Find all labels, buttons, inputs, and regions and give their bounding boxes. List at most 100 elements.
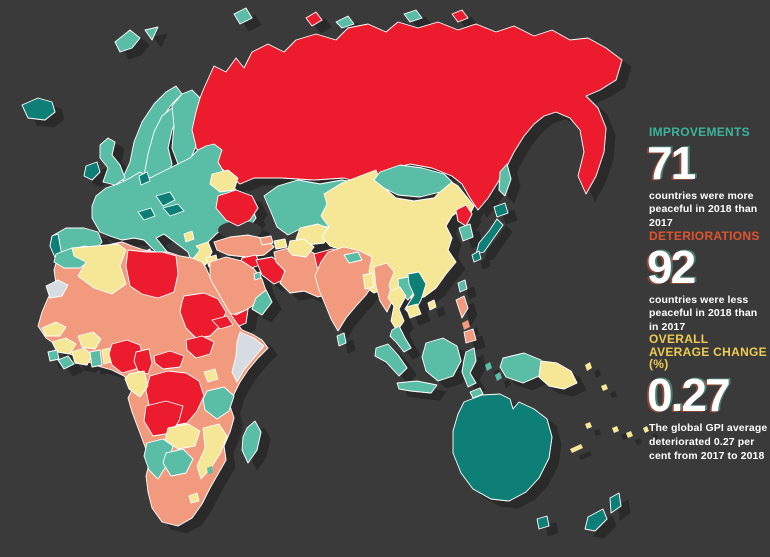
country-congo-gabon	[124, 370, 149, 398]
country-new-zealand	[584, 508, 608, 532]
country-tanzania	[202, 386, 235, 420]
stat-overall-average-change: OVERALL AVERAGE CHANGE (%) 0.27 The glob…	[647, 332, 768, 463]
region-west-new-guinea	[499, 352, 542, 384]
country-senegal	[41, 321, 67, 337]
country-turkey	[213, 234, 275, 258]
island-sumatra	[374, 343, 408, 377]
country-algeria	[71, 243, 127, 295]
country-philippines	[462, 320, 470, 330]
country-botswana	[162, 448, 194, 477]
country-austria	[162, 203, 185, 217]
country-ivory-coast	[71, 347, 93, 366]
island-moluccas	[485, 362, 492, 371]
country-south-sudan	[185, 335, 215, 359]
island-borneo	[421, 337, 462, 382]
stat-improvements: IMPROVEMENTS 71 countries were more peac…	[647, 125, 768, 231]
country-mongolia	[373, 164, 453, 198]
country-iceland	[21, 97, 56, 121]
country-thailand	[387, 286, 407, 332]
country-kuwait	[253, 271, 262, 281]
island-sulawesi	[461, 347, 477, 388]
arctic-island	[403, 9, 423, 23]
island-pacific	[601, 384, 608, 391]
country-papua-new-guinea	[538, 360, 578, 390]
country-svalbard	[144, 26, 159, 41]
island-timor	[469, 387, 484, 399]
island-fiji	[612, 426, 619, 433]
stat-deteriorations: DETERIORATIONS 92 countries were less pe…	[647, 229, 768, 335]
country-taiwan	[457, 279, 468, 293]
country-eritrea	[211, 315, 234, 330]
country-lesotho	[188, 492, 200, 504]
overall-change-label: OVERALL AVERAGE CHANGE (%)	[649, 332, 767, 372]
country-madagascar	[241, 420, 262, 464]
country-sudan	[179, 292, 227, 339]
country-cameroon	[133, 348, 153, 375]
improvements-value: 71	[647, 136, 696, 189]
overall-change-value: 0.27	[647, 368, 731, 421]
country-south-korea	[458, 223, 474, 242]
island-pacific	[643, 426, 649, 433]
improvements-label: IMPROVEMENTS	[649, 125, 750, 139]
island-new-caledonia	[570, 444, 583, 453]
black-sea	[218, 221, 262, 239]
deteriorations-value: 92	[647, 240, 696, 293]
country-liberia	[57, 355, 75, 370]
country-sierra-leone	[47, 349, 60, 362]
island-java	[396, 380, 438, 394]
country-eswatini	[207, 466, 213, 474]
country-switzerland	[137, 207, 156, 221]
country-japan	[493, 202, 509, 218]
island-pacific	[585, 422, 592, 429]
country-north-korea	[455, 204, 473, 227]
country-ghana	[89, 349, 103, 368]
country-philippines	[455, 295, 469, 319]
arctic-island	[335, 15, 355, 29]
country-japan	[475, 218, 504, 255]
deteriorations-label: DETERIORATIONS	[649, 229, 760, 243]
country-uganda	[203, 368, 219, 383]
country-malaysia	[389, 325, 412, 353]
island-pacific	[626, 431, 633, 438]
overall-change-description: The global GPI average deteriorated 0.27…	[649, 421, 768, 462]
country-ukraine	[215, 189, 259, 227]
country-burkina-faso	[77, 331, 102, 350]
arctic-island	[305, 11, 323, 27]
region-western-sahara	[45, 279, 69, 299]
country-russia	[189, 21, 623, 211]
improvements-description: countries were more peaceful in 2018 tha…	[649, 189, 758, 230]
country-finland	[171, 89, 201, 165]
country-new-zealand	[609, 492, 622, 514]
country-united-kingdom	[99, 137, 126, 186]
country-denmark	[138, 171, 151, 186]
country-georgia	[259, 235, 274, 246]
island-moluccas	[495, 372, 502, 381]
island-sakhalin	[498, 163, 512, 197]
country-nepal	[343, 251, 363, 264]
country-australia	[452, 393, 553, 502]
country-svalbard	[114, 29, 141, 53]
deteriorations-description: countries were less peaceful in 2018 tha…	[649, 293, 758, 334]
country-nigeria	[108, 339, 144, 374]
country-turkmenistan	[287, 238, 315, 258]
country-bangladesh	[362, 272, 375, 290]
country-namibia	[143, 438, 174, 480]
arctic-island	[233, 7, 253, 25]
country-czechia	[155, 191, 176, 207]
country-libya	[125, 249, 179, 299]
arctic-island	[451, 9, 469, 23]
country-sri-lanka	[336, 332, 347, 347]
country-azerbaijan	[273, 238, 288, 250]
country-central-african-republic	[153, 350, 185, 370]
country-bosnia	[183, 230, 195, 243]
country-japan	[471, 250, 482, 263]
island-pacific	[585, 362, 592, 371]
island-hainan	[427, 299, 437, 311]
country-oman	[251, 289, 273, 316]
country-cambodia	[405, 303, 422, 319]
country-somalia	[231, 331, 265, 383]
country-philippines	[463, 328, 477, 344]
country-india	[314, 246, 374, 332]
